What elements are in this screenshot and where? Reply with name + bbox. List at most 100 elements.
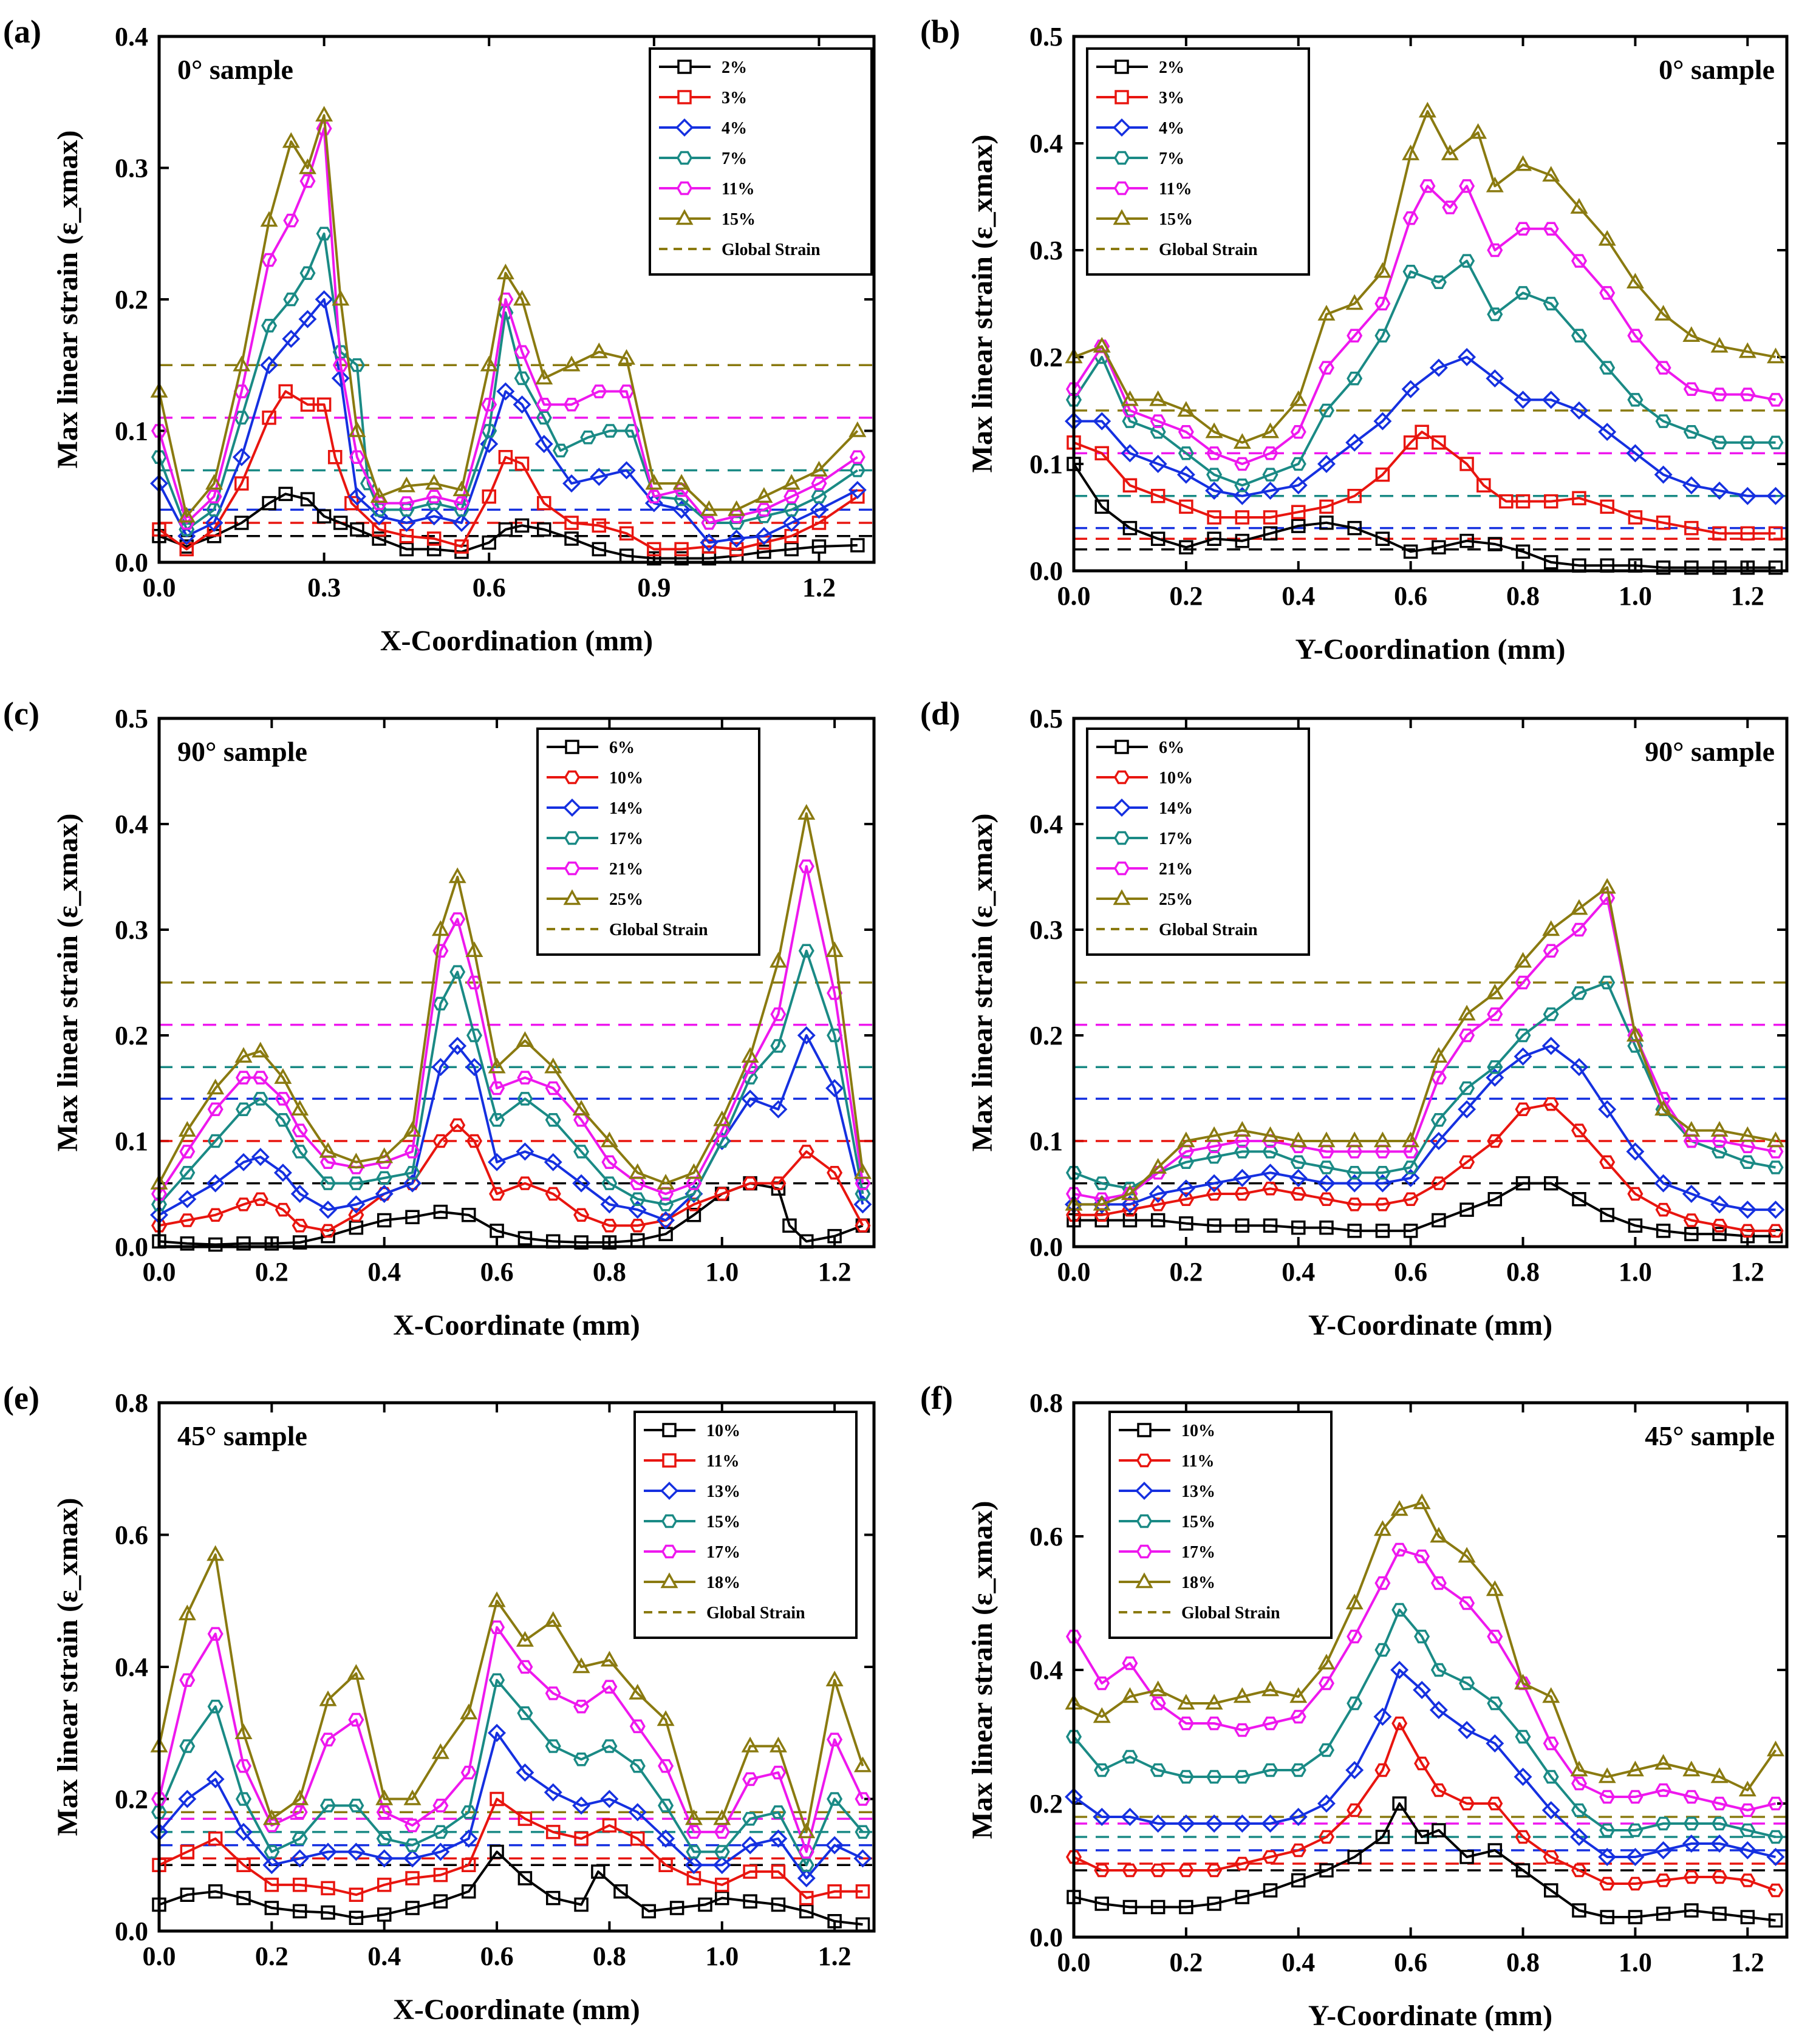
x-tick-label: 0.6 <box>480 1257 514 1287</box>
data-point <box>544 1611 562 1627</box>
data-point <box>1373 1520 1391 1536</box>
data-point <box>151 1792 168 1806</box>
data-point <box>657 1710 675 1726</box>
data-point <box>1487 1796 1503 1811</box>
data-point <box>433 1204 448 1219</box>
data-point <box>372 522 386 537</box>
x-tick-label: 1.0 <box>705 1941 739 1971</box>
data-point <box>1373 262 1391 278</box>
series-10% <box>1067 1796 1783 1928</box>
data-point <box>573 1752 590 1766</box>
data-point <box>292 1145 308 1159</box>
data-point <box>573 1145 590 1159</box>
data-point <box>207 528 222 543</box>
panel-a: (a) 0.0 0.3 0.6 0.9 1.2 0.0 0.1 0.2 0.3 0.4 X-Coord… <box>3 13 876 657</box>
data-point <box>452 480 471 497</box>
series-line <box>159 1850 863 1926</box>
data-point <box>1176 465 1195 484</box>
data-point <box>1150 1763 1166 1777</box>
data-point <box>564 516 579 530</box>
data-point <box>482 535 496 550</box>
data-point <box>848 480 867 499</box>
data-point <box>827 1913 842 1929</box>
panel-b: (b) 0.0 0.2 0.4 0.6 0.8 1.0 1.2 0.0 0.1 0.2 0.3 0.4 0… <box>920 13 1789 666</box>
legend-marker <box>676 151 693 165</box>
data-point <box>1290 424 1306 439</box>
data-point <box>1206 1863 1223 1878</box>
data-point <box>1654 1754 1673 1770</box>
data-point <box>591 1864 606 1879</box>
data-point <box>1627 1876 1644 1891</box>
data-point <box>534 435 553 454</box>
data-point <box>590 468 609 486</box>
data-point <box>516 1630 534 1647</box>
data-point <box>377 1878 392 1892</box>
data-point <box>1767 1830 1784 1844</box>
data-point <box>1403 1224 1418 1238</box>
plot-frame <box>1072 35 1789 573</box>
data-point <box>641 1904 657 1919</box>
data-point <box>1205 482 1224 500</box>
data-point <box>1627 1823 1644 1838</box>
data-point <box>700 500 718 516</box>
series-15% <box>1065 1603 1784 1844</box>
data-point <box>433 1867 448 1882</box>
data-point <box>1375 467 1390 482</box>
data-point <box>715 1878 729 1892</box>
data-point <box>1515 1028 1531 1043</box>
legend-label: 15% <box>706 1513 740 1531</box>
x-axis-label: Y-Coordinate (mm) <box>1308 1309 1552 1341</box>
data-point <box>404 1165 421 1180</box>
data-point <box>497 292 514 307</box>
data-point <box>1262 468 1278 482</box>
data-point <box>1710 336 1729 353</box>
data-point <box>1442 200 1458 214</box>
data-point <box>399 528 414 543</box>
data-point <box>629 1759 646 1773</box>
data-point <box>1598 423 1617 441</box>
data-point <box>1065 1187 1082 1201</box>
data-point <box>1347 1803 1363 1817</box>
data-point <box>1373 1708 1392 1726</box>
data-point <box>262 411 276 425</box>
data-point <box>207 1627 224 1641</box>
legend-label: 4% <box>722 119 747 138</box>
series-14% <box>150 1026 872 1230</box>
y-tick-label: 0.4 <box>115 22 148 52</box>
data-point <box>1459 1596 1475 1610</box>
data-point <box>1684 1903 1699 1918</box>
data-point <box>1571 329 1588 343</box>
data-point <box>545 1825 561 1839</box>
y-tick-label: 0.8 <box>1029 1388 1063 1418</box>
data-point <box>537 496 551 511</box>
data-point <box>1683 382 1699 397</box>
data-point <box>797 1869 816 1887</box>
data-point <box>1682 1760 1701 1777</box>
data-point <box>1345 1761 1364 1779</box>
data-point <box>316 121 332 135</box>
data-point <box>319 1842 338 1861</box>
data-point <box>1486 369 1504 388</box>
data-point <box>1487 537 1503 551</box>
data-point <box>235 1759 252 1773</box>
data-point <box>741 1736 759 1753</box>
data-point <box>319 1732 336 1746</box>
data-point <box>1544 555 1558 570</box>
legend-label: 14% <box>609 799 643 818</box>
legend-label: 13% <box>1181 1482 1215 1501</box>
data-point <box>1065 1729 1082 1744</box>
legend-marker <box>1115 90 1129 104</box>
legend-label: 21% <box>609 860 643 879</box>
data-point <box>1571 1776 1588 1791</box>
data-point <box>234 1153 253 1171</box>
data-point <box>460 1805 477 1819</box>
data-point <box>432 1825 449 1839</box>
data-point <box>782 474 800 490</box>
data-point <box>1263 510 1278 525</box>
legend-marker <box>1115 740 1129 754</box>
data-point <box>799 1890 814 1906</box>
series-15% <box>151 1673 871 1872</box>
data-point <box>827 1792 843 1806</box>
data-point <box>686 1208 701 1222</box>
data-point <box>1235 510 1250 525</box>
